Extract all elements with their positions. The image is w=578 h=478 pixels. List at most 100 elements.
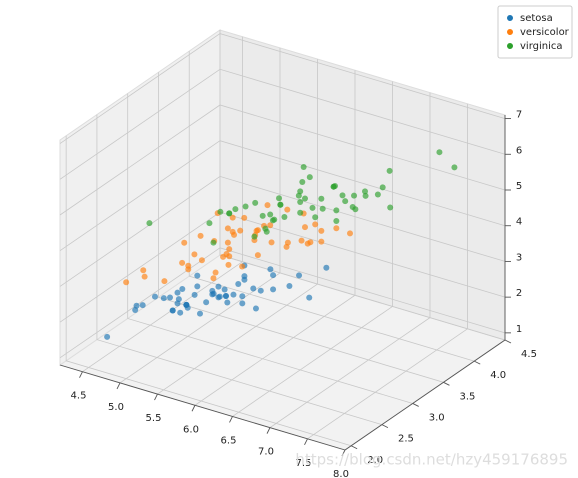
point	[268, 239, 275, 246]
point	[318, 227, 325, 234]
point	[220, 253, 227, 260]
point	[318, 238, 325, 245]
point	[241, 214, 248, 221]
point	[198, 257, 205, 264]
point	[300, 164, 307, 171]
point	[312, 221, 319, 228]
point	[191, 251, 198, 258]
panes	[58, 29, 507, 451]
point	[232, 206, 239, 213]
point	[224, 239, 231, 246]
legend-label: setosa	[520, 13, 553, 24]
legend-marker	[507, 43, 513, 49]
point	[262, 225, 269, 232]
point	[259, 212, 266, 219]
point	[347, 230, 353, 237]
watermark: https://blog.csdn.net/hzy459176895	[295, 451, 568, 469]
point	[231, 231, 238, 238]
z-grid-line	[59, 140, 506, 252]
point	[281, 213, 288, 220]
legend: setosa versicolor virginica	[497, 5, 573, 59]
point	[146, 220, 153, 227]
point	[225, 261, 232, 268]
point	[250, 285, 257, 292]
y-tick	[504, 339, 512, 344]
point	[132, 306, 139, 313]
point	[298, 237, 305, 244]
point	[254, 252, 261, 259]
point	[239, 300, 246, 307]
point	[253, 227, 260, 234]
point	[179, 286, 186, 293]
x-tick	[229, 416, 233, 423]
x-tick	[116, 382, 121, 390]
point	[226, 210, 233, 217]
point	[237, 227, 244, 234]
point	[312, 214, 319, 221]
point	[222, 293, 229, 300]
point	[197, 310, 203, 317]
point	[241, 273, 248, 280]
x-tick	[79, 371, 83, 378]
point	[323, 264, 330, 271]
z-tick-label: 3	[516, 252, 522, 263]
point	[319, 205, 326, 212]
point	[270, 272, 277, 279]
point	[194, 283, 201, 290]
point	[209, 287, 216, 294]
axis-line	[344, 339, 506, 451]
y-tick-label: 2.5	[398, 434, 414, 445]
point	[169, 307, 176, 314]
point	[226, 246, 233, 253]
point	[152, 293, 158, 300]
point	[267, 222, 274, 229]
z-grid-line	[59, 247, 506, 359]
axis-line	[59, 364, 346, 451]
point	[183, 301, 190, 308]
y-tick-label: 2.0	[367, 455, 383, 466]
point	[267, 211, 274, 218]
y-tick-label: 3.0	[429, 412, 445, 423]
point	[194, 272, 201, 279]
y-tick	[474, 360, 481, 365]
point	[387, 204, 394, 211]
z-tick-label: 6	[516, 145, 522, 156]
point	[307, 239, 314, 246]
points	[104, 149, 458, 340]
point	[104, 333, 111, 340]
point	[264, 202, 271, 209]
point	[217, 208, 224, 215]
point	[295, 192, 302, 199]
x-tick-label: 5.5	[146, 413, 162, 424]
point	[352, 206, 359, 213]
x-tick-label: 6.5	[221, 435, 237, 446]
point	[140, 267, 147, 274]
point	[451, 164, 458, 171]
legend-label: versicolor	[520, 27, 570, 38]
point	[206, 220, 213, 227]
x-tick-label: 4.5	[71, 391, 87, 402]
point	[436, 149, 443, 156]
point	[342, 198, 349, 205]
point	[191, 291, 198, 298]
point	[362, 192, 369, 199]
point	[286, 283, 293, 290]
point	[235, 280, 242, 287]
point	[333, 218, 340, 225]
z-tick-label: 2	[516, 288, 522, 299]
point	[242, 203, 249, 210]
legend-box	[497, 5, 573, 59]
point	[239, 293, 246, 300]
y-tick	[381, 424, 389, 429]
point	[203, 299, 210, 306]
point	[333, 207, 340, 214]
axes: 4.5 5.0 5.5 6.0 6.5 7.0 7.5 8.0 2.0 2.5 3.0 3.5 4.0 4…	[59, 110, 537, 478]
point	[374, 191, 381, 198]
point	[174, 289, 181, 296]
point	[252, 305, 259, 312]
point	[251, 233, 258, 240]
point	[212, 269, 219, 276]
x-tick	[266, 427, 271, 434]
